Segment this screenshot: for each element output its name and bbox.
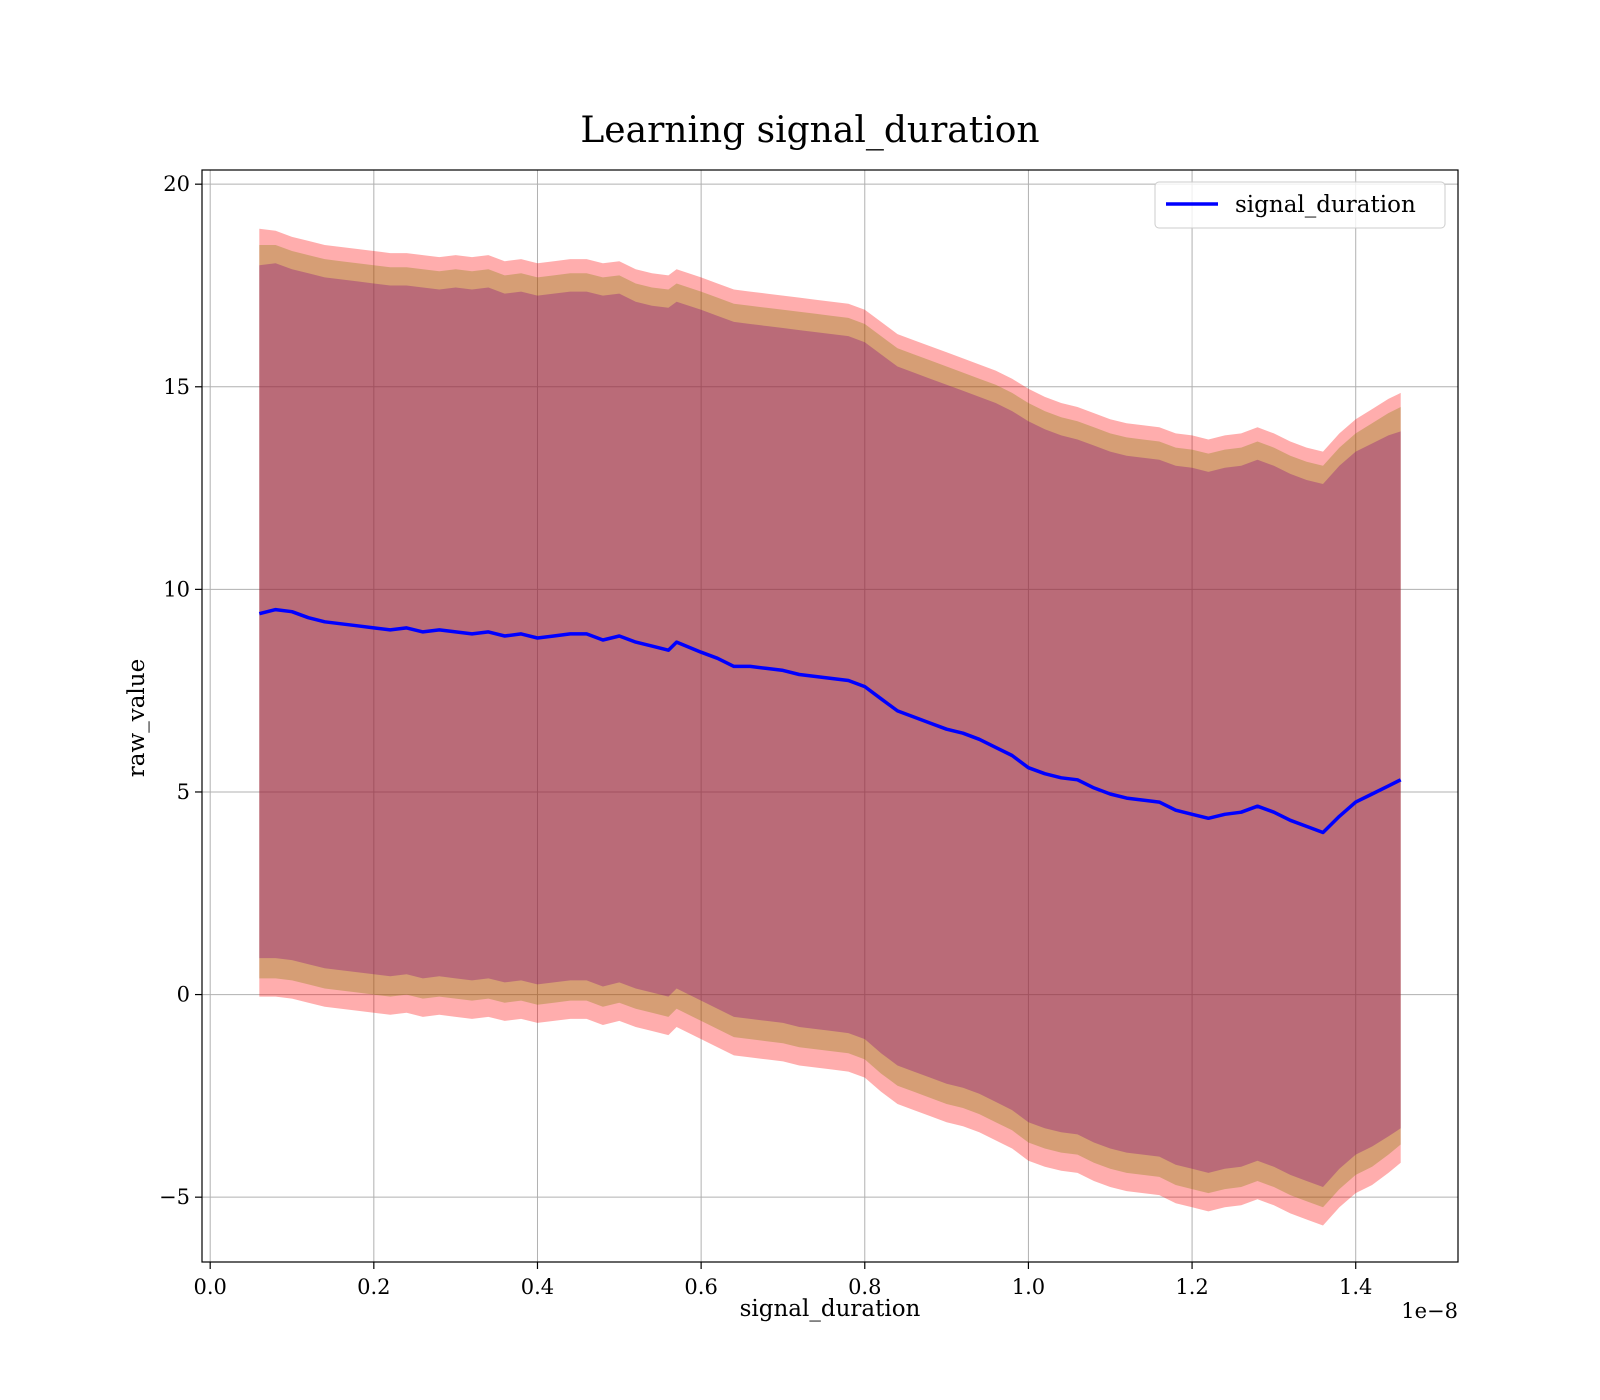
band-outer — [259, 228, 1401, 1226]
x-tick-label: 1.0 — [1012, 1275, 1045, 1299]
y-tick-label: 20 — [163, 172, 190, 196]
grid — [202, 170, 1458, 1262]
chart-title: Learning signal_duration — [580, 110, 1039, 151]
x-tick-label: 0.6 — [684, 1275, 717, 1299]
x-tick-label: 0.4 — [521, 1275, 554, 1299]
band-inner — [259, 263, 1401, 1187]
x-axis-label: signal_duration — [740, 1296, 921, 1322]
plot-frame — [201, 169, 1459, 1263]
x-tick-label: 1.2 — [1175, 1275, 1208, 1299]
legend: signal_duration — [1154, 181, 1446, 229]
legend-entry-signal-duration: signal_duration — [1235, 192, 1416, 218]
legend-box — [1154, 181, 1446, 229]
x-tick-label: 0.8 — [848, 1275, 881, 1299]
x-axis-ticks: 0.0 0.2 0.4 0.6 0.8 1.0 1.2 1.4 — [193, 1262, 1372, 1299]
y-tick-label: 15 — [163, 375, 190, 399]
x-tick-label: 0.0 — [193, 1275, 226, 1299]
y-axis-label: raw_value — [124, 659, 150, 777]
y-tick-label: 0 — [177, 983, 190, 1007]
uncertainty-bands — [259, 228, 1401, 1226]
y-tick-label: 5 — [177, 780, 190, 804]
x-axis-offset-label: 1e−8 — [1401, 1299, 1458, 1323]
series-line-signal-duration — [258, 607, 1402, 835]
y-axis-ticks: −5 0 5 10 15 20 — [159, 172, 202, 1209]
band-middle — [259, 245, 1401, 1208]
y-tick-label: −5 — [159, 1185, 190, 1209]
x-tick-label: 0.2 — [357, 1275, 390, 1299]
x-tick-label: 1.4 — [1339, 1275, 1372, 1299]
y-tick-label: 10 — [163, 577, 190, 601]
series-lines — [258, 607, 1402, 835]
